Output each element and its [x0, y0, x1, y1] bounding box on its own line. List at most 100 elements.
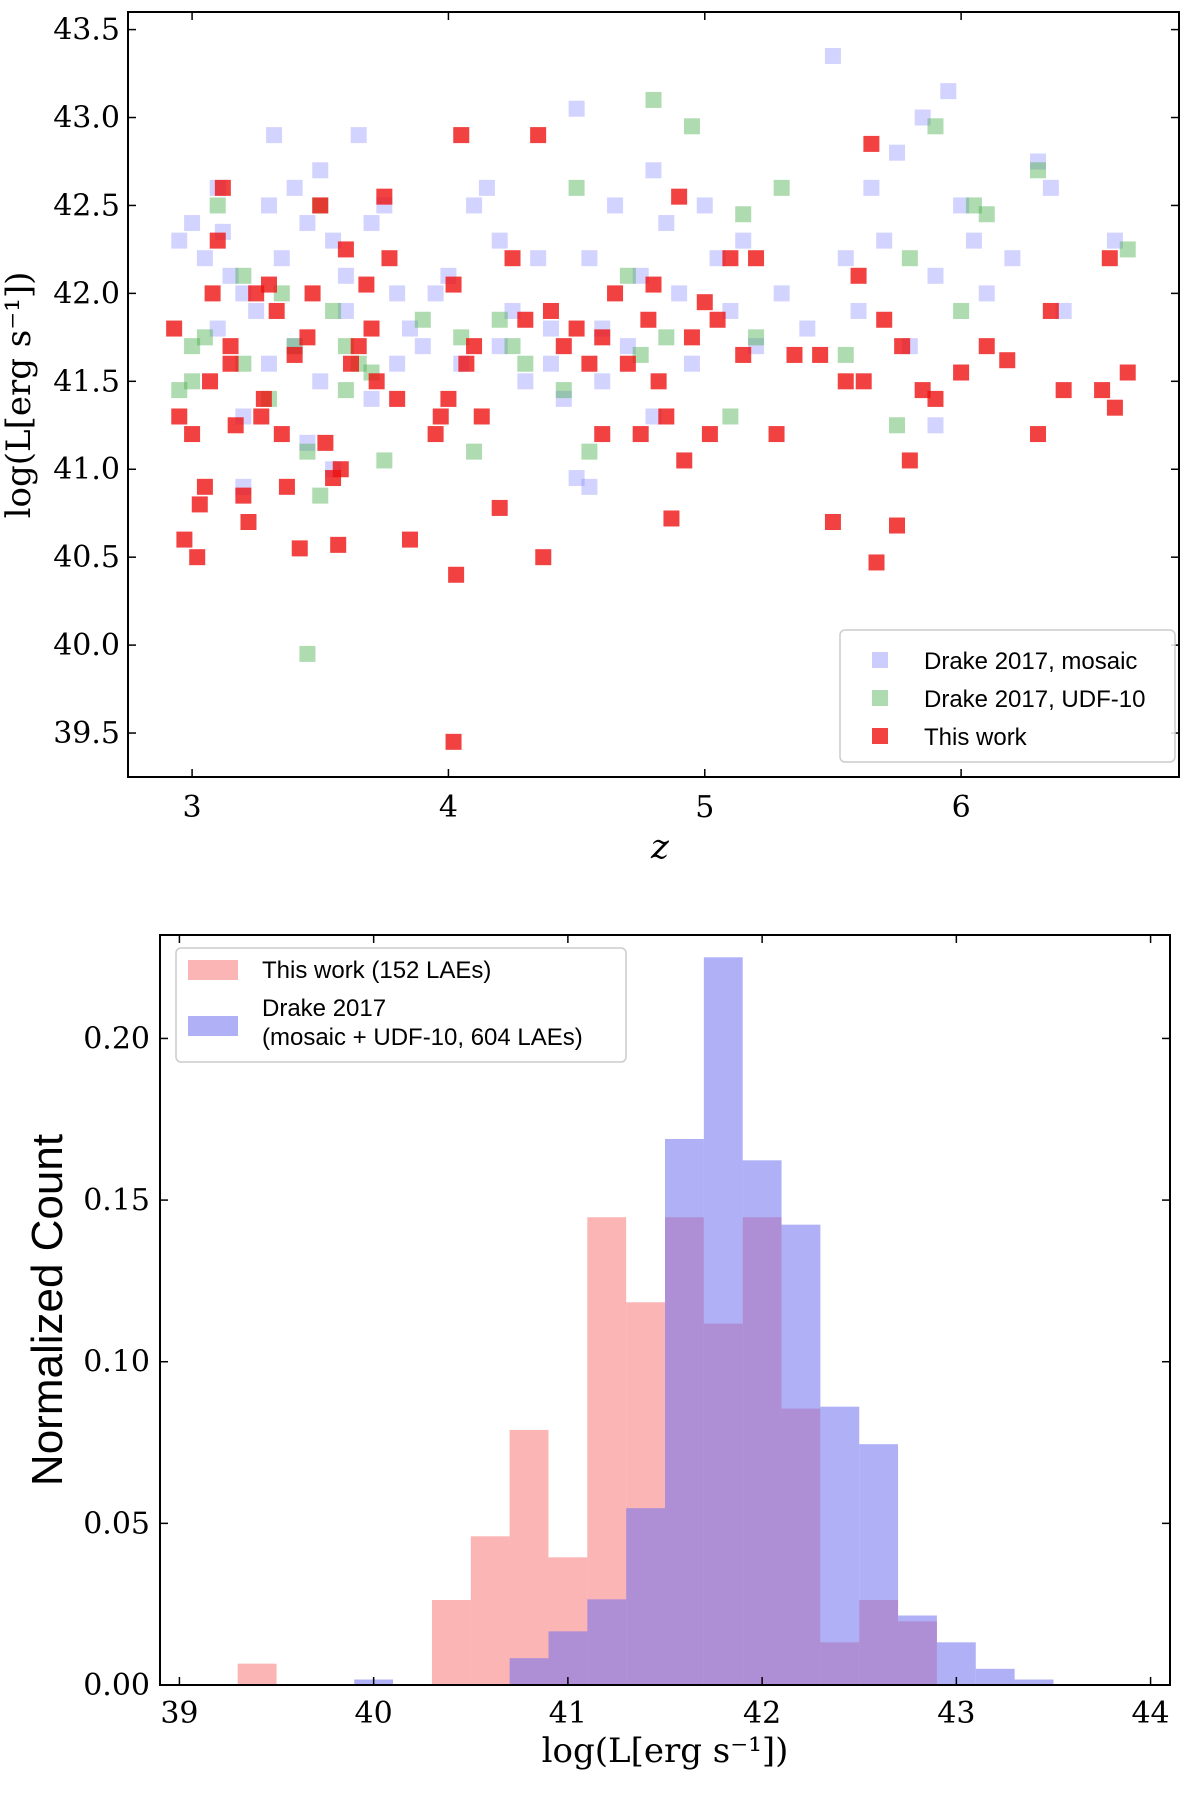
scatter-point-udf10: [632, 346, 649, 363]
scatter-point-udf10: [645, 91, 662, 108]
hist-y-tick-label: 0.05: [83, 1506, 150, 1541]
scatter-point-udf10: [1119, 241, 1136, 258]
scatter-point-udf10: [325, 302, 342, 319]
scatter-point-this-work: [260, 276, 277, 293]
scatter-point-this-work: [176, 531, 193, 548]
scatter-point-mosaic: [607, 197, 624, 214]
scatter-point-this-work: [683, 329, 700, 346]
scatter-point-udf10: [504, 338, 521, 355]
scatter-point-this-work: [850, 267, 867, 284]
scatter-point-this-work: [901, 452, 918, 469]
scatter-y-tick-label: 39.5: [53, 716, 120, 751]
scatter-point-this-work: [581, 355, 598, 372]
scatter-point-mosaic: [799, 320, 816, 337]
scatter-point-this-work: [855, 373, 872, 390]
scatter-x-ticks: 3 4 5 6: [183, 12, 971, 825]
histogram-legend: This work (152 LAEs) Drake 2017 (mosaic …: [175, 947, 627, 1063]
scatter-point-this-work: [466, 338, 483, 355]
hist-bar-drake: [1014, 1679, 1054, 1685]
scatter-point-mosaic: [196, 250, 213, 267]
scatter-point-this-work: [337, 241, 354, 258]
scatter-point-mosaic: [209, 320, 226, 337]
scatter-point-this-work: [427, 426, 444, 443]
scatter-point-udf10: [517, 355, 534, 372]
scatter-point-this-work: [927, 390, 944, 407]
scatter-point-mosaic: [299, 215, 316, 232]
scatter-point-this-work: [594, 329, 611, 346]
scatter-y-ticks: 39.5 40.0 40.5 41.0 41.5 42.0 42.5 43.0 43.5: [53, 13, 1179, 751]
scatter-point-udf10: [901, 250, 918, 267]
scatter-point-this-work: [363, 320, 380, 337]
legend-label-drake-line1: Drake 2017: [262, 995, 386, 1022]
scatter-point-this-work: [166, 320, 183, 337]
hist-bar-drake: [975, 1668, 1015, 1685]
scatter-y-tick-label: 43.5: [53, 13, 120, 48]
histogram-legend-frame: [175, 947, 627, 1063]
scatter-point-this-work: [286, 346, 303, 363]
scatter-point-this-work: [291, 540, 308, 557]
scatter-point-mosaic: [953, 197, 970, 214]
scatter-point-this-work: [735, 346, 752, 363]
scatter-point-mosaic: [850, 302, 867, 319]
legend-label-drake-line2: (mosaic + UDF-10, 604 LAEs): [262, 1024, 583, 1051]
scatter-point-this-work: [535, 549, 552, 566]
scatter-point-this-work: [171, 408, 188, 425]
scatter-point-mosaic: [581, 250, 598, 267]
legend-label-udf10: Drake 2017, UDF-10: [924, 686, 1145, 713]
histogram-x-axis-label: log(L[erg s⁻¹]): [542, 1731, 789, 1771]
scatter-point-this-work: [191, 496, 208, 513]
scatter-point-mosaic: [735, 232, 752, 249]
scatter-point-udf10: [171, 382, 188, 399]
scatter-point-this-work: [517, 311, 534, 328]
scatter-point-this-work: [491, 499, 508, 516]
scatter-point-udf10: [312, 487, 329, 504]
scatter-point-this-work: [914, 382, 931, 399]
scatter-point-mosaic: [748, 338, 765, 355]
legend-marker-mosaic: [872, 652, 888, 668]
scatter-point-mosaic: [184, 215, 201, 232]
scatter-point-this-work: [473, 408, 490, 425]
scatter-point-this-work: [204, 285, 221, 302]
scatter-point-mosaic: [466, 197, 483, 214]
scatter-point-mosaic: [260, 197, 277, 214]
scatter-y-tick-label: 42.0: [53, 276, 120, 311]
scatter-point-this-work: [645, 276, 662, 293]
scatter-point-this-work: [709, 311, 726, 328]
scatter-point-mosaic: [171, 232, 188, 249]
scatter-point-this-work: [248, 285, 265, 302]
scatter-point-mosaic: [619, 338, 636, 355]
scatter-point-udf10: [555, 382, 572, 399]
scatter-point-udf10: [953, 302, 970, 319]
scatter-point-this-work: [663, 510, 680, 527]
scatter-point-this-work: [658, 408, 675, 425]
scatter-point-this-work: [278, 478, 295, 495]
scatter-point-this-work: [312, 197, 329, 214]
scatter-point-mosaic: [978, 285, 995, 302]
hist-bar-drake: [509, 1658, 549, 1685]
hist-y-tick-label: 0.10: [83, 1345, 150, 1380]
scatter-point-this-work: [389, 390, 406, 407]
scatter-x-tick-label: 6: [952, 790, 971, 825]
legend-patch-drake: [188, 1016, 238, 1036]
legend-label-drake-hist: Drake 2017 (mosaic + UDF-10, 604 LAEs): [262, 995, 583, 1051]
hist-y-tick-label: 0.15: [83, 1183, 150, 1218]
hist-x-tick-label: 41: [549, 1696, 587, 1731]
scatter-y-tick-label: 41.0: [53, 452, 120, 487]
scatter-point-mosaic: [594, 373, 611, 390]
scatter-point-this-work: [894, 338, 911, 355]
scatter-point-mosaic: [773, 285, 790, 302]
scatter-point-mosaic: [273, 250, 290, 267]
scatter-point-mosaic: [414, 338, 431, 355]
hist-bar-drake: [898, 1615, 937, 1685]
scatter-point-mosaic: [1004, 250, 1021, 267]
scatter-point-this-work: [978, 338, 995, 355]
scatter-point-this-work: [432, 408, 449, 425]
histogram-bars: [237, 957, 1054, 1685]
scatter-point-udf10: [273, 285, 290, 302]
scatter-point-udf10: [235, 355, 252, 372]
hist-bar-this-work: [470, 1536, 510, 1685]
scatter-point-udf10: [889, 417, 906, 434]
scatter-point-mosaic: [683, 355, 700, 372]
scatter-points: [166, 47, 1136, 750]
scatter-point-mosaic: [824, 47, 841, 64]
